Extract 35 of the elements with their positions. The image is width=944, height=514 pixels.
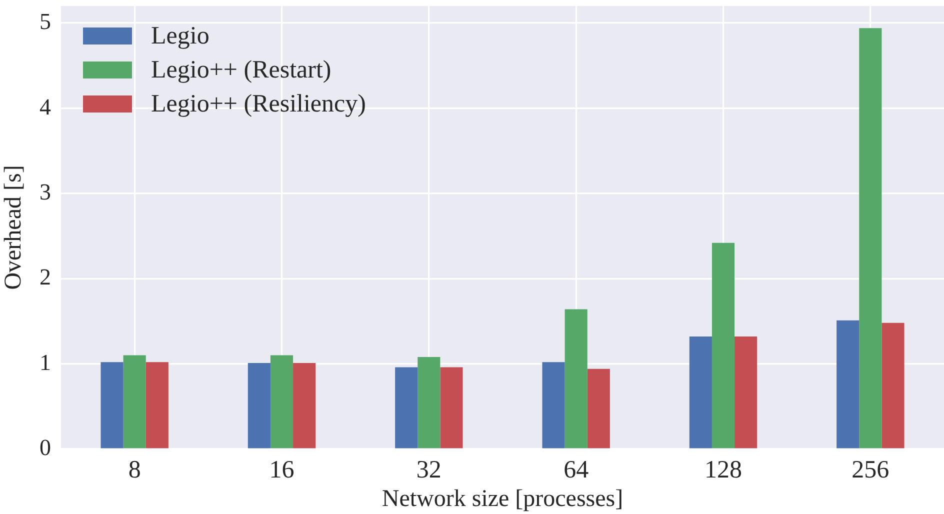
bar: [100, 362, 124, 448]
bar: [440, 367, 463, 448]
y-tick-label: 3: [40, 179, 51, 204]
x-axis-title: Network size [processes]: [382, 486, 624, 512]
bar: [123, 355, 146, 448]
bar: [248, 362, 270, 448]
bar: [734, 336, 758, 448]
x-tick-label: 16: [269, 456, 294, 484]
x-tick-label: 64: [564, 456, 590, 484]
bar: [882, 322, 904, 448]
bar: [293, 362, 316, 448]
y-tick-label: 1: [40, 350, 51, 375]
bar: [836, 320, 860, 448]
bar: [395, 367, 418, 448]
y-tick-label: 0: [40, 435, 51, 460]
bar: [542, 362, 565, 448]
bar: [418, 356, 440, 448]
x-tick-label: 8: [128, 456, 141, 484]
x-tick-label: 128: [704, 456, 742, 484]
bar: [587, 368, 610, 448]
bar: [859, 28, 882, 448]
y-axis-title: Overhead [s]: [0, 165, 27, 290]
x-tick-label: 32: [416, 456, 442, 484]
bar: [146, 362, 168, 448]
bar: [712, 242, 735, 448]
bar: [689, 336, 712, 448]
legend-label: Legio++ (Restart): [151, 56, 332, 84]
y-tick-label: 2: [40, 264, 51, 290]
legend-label: Legio++ (Resiliency): [151, 90, 366, 118]
x-tick-label: 256: [852, 456, 890, 484]
legend-label: Legio: [151, 22, 210, 50]
y-tick-label: 5: [40, 9, 51, 34]
y-tick-label: 4: [40, 94, 52, 120]
bar: [270, 355, 294, 448]
bar: [564, 309, 588, 448]
